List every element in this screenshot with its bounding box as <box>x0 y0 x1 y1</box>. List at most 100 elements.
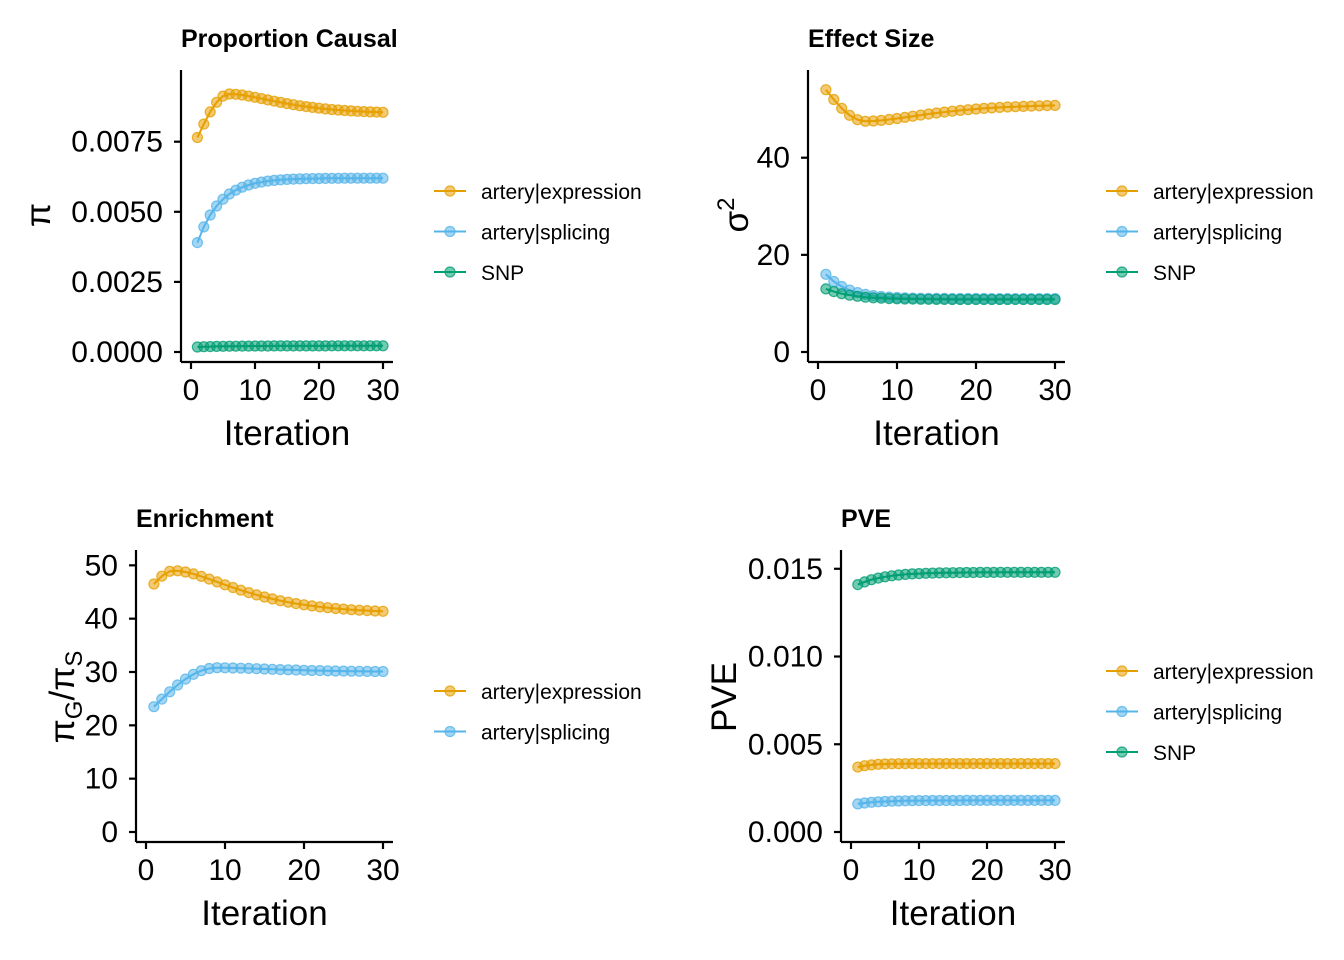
x-tick-label: 10 <box>902 854 935 887</box>
y-axis-label: πG/πS <box>43 651 88 744</box>
x-tick-label: 30 <box>1038 374 1071 407</box>
data-point <box>828 93 840 106</box>
data-point <box>191 237 203 249</box>
panel-3: Enrichment 0 10 20 30 0 10 20 30 40 50 Iteration πG/… <box>43 505 642 933</box>
data-point <box>377 665 389 678</box>
x-axis-label: Iteration <box>890 894 1016 933</box>
legend-marker <box>1116 665 1128 677</box>
panel-title: Proportion Causal <box>181 25 398 53</box>
y-axis-label-sub-s: S <box>61 651 88 667</box>
y-tick-label: 0.005 <box>748 728 823 761</box>
data-point <box>1049 566 1061 578</box>
y-tick-label: 0.010 <box>748 641 823 674</box>
x-tick-label: 10 <box>880 374 913 407</box>
y-axis-label: PVE <box>705 662 744 732</box>
legend-label: SNP <box>481 262 524 285</box>
panel-2: Effect Size 0 10 20 30 0 20 40 Iteration σ2 artery… <box>713 25 1314 453</box>
x-tick-label: 20 <box>959 374 992 407</box>
data-point <box>204 209 216 221</box>
legend-label: artery|expression <box>1153 661 1314 684</box>
legend-entry: SNP <box>434 262 524 285</box>
x-tick-label: 30 <box>1038 854 1071 887</box>
legend-marker <box>444 185 456 197</box>
legend-label: artery|expression <box>481 681 642 704</box>
data-point <box>820 84 832 96</box>
y-axis-label-mid: /π <box>43 667 82 701</box>
x-tick-label: 0 <box>843 854 860 887</box>
x-tick-label: 20 <box>970 854 1003 887</box>
legend-label: artery|splicing <box>481 222 610 245</box>
x-tick-label: 10 <box>238 374 271 407</box>
y-tick-label: 0.0000 <box>71 336 163 369</box>
data-point <box>1049 99 1061 112</box>
legend-label: artery|splicing <box>1153 702 1282 725</box>
x-tick-label: 10 <box>208 854 241 887</box>
data-point <box>156 693 168 705</box>
y-tick-label: 0.0075 <box>71 126 163 159</box>
data-point <box>198 221 210 233</box>
legend-marker <box>444 225 456 238</box>
panel-title: Effect Size <box>808 25 935 53</box>
data-point <box>377 605 389 617</box>
legend-label: artery|expression <box>481 181 642 204</box>
panel-4: PVE 0 10 20 30 0.000 0.005 0.010 0.015 Iteration P… <box>705 505 1314 933</box>
data-point <box>377 340 389 352</box>
data-point <box>148 578 160 590</box>
data-point <box>204 106 216 118</box>
y-axis-label-main: π <box>19 203 58 227</box>
data-point <box>191 131 203 144</box>
legend-entry: artery|expression <box>434 681 642 704</box>
data-point <box>836 102 848 114</box>
y-axis-label-main: σ <box>717 210 756 232</box>
y-tick-label: 0 <box>101 816 118 849</box>
legend-entry: artery|splicing <box>1106 702 1282 725</box>
legend-marker <box>1116 225 1128 238</box>
panel-1: Proportion Causal 0 10 20 30 0.0000 0.0025 0.00… <box>19 25 642 453</box>
legend-label: artery|splicing <box>481 722 610 745</box>
x-axis-label: Iteration <box>201 894 327 933</box>
x-tick-label: 0 <box>183 374 200 407</box>
legend-entry: artery|splicing <box>1106 222 1282 245</box>
y-axis-label-main: PVE <box>705 662 744 732</box>
legend-entry: artery|expression <box>434 181 642 204</box>
data-point <box>164 686 176 698</box>
data-point <box>1049 757 1061 770</box>
y-tick-label: 50 <box>85 549 118 582</box>
legend-label: SNP <box>1153 262 1196 285</box>
y-tick-label: 0.0050 <box>71 196 163 229</box>
legend-marker <box>1116 266 1128 278</box>
y-tick-label: 40 <box>85 603 118 636</box>
data-point <box>211 200 223 212</box>
x-tick-label: 0 <box>138 854 155 887</box>
legend-label: artery|splicing <box>1153 222 1282 245</box>
legend-entry: artery|splicing <box>434 722 610 745</box>
x-tick-label: 20 <box>287 854 320 887</box>
legend-marker <box>444 725 456 738</box>
x-tick-label: 30 <box>366 854 399 887</box>
legend-entry: artery|expression <box>1106 181 1314 204</box>
y-axis-label: π <box>19 203 58 227</box>
legend-label: artery|expression <box>1153 181 1314 204</box>
x-tick-label: 30 <box>366 374 399 407</box>
legend-marker <box>1116 185 1128 197</box>
legend-entry: artery|expression <box>1106 661 1314 684</box>
x-tick-label: 0 <box>810 374 827 407</box>
data-point <box>377 172 389 184</box>
data-point <box>820 268 832 280</box>
y-tick-label: 10 <box>85 763 118 796</box>
y-tick-label: 20 <box>757 239 790 272</box>
series-line-1 <box>196 177 383 243</box>
data-point <box>179 673 192 685</box>
legend-entry: artery|splicing <box>434 222 610 245</box>
panel-title: PVE <box>841 505 891 533</box>
y-tick-label: 40 <box>757 142 790 175</box>
data-point <box>172 679 184 691</box>
data-point <box>156 570 168 582</box>
legend-marker <box>1116 746 1128 758</box>
legend-entry: SNP <box>1106 262 1196 285</box>
x-tick-label: 20 <box>302 374 335 407</box>
data-point <box>198 118 210 130</box>
panel-title: Enrichment <box>136 505 274 533</box>
data-point <box>377 106 389 118</box>
